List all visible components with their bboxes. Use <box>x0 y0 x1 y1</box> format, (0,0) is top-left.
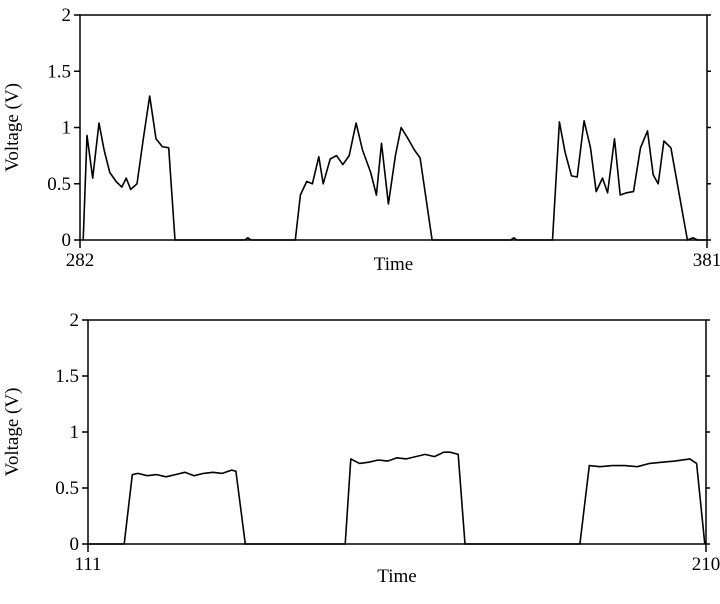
x-axis-label: Time <box>377 566 416 587</box>
y-tick-label: 2 <box>70 310 80 331</box>
y-axis-label: Voltage (V) <box>2 388 23 477</box>
y-axis-label: Voltage (V) <box>2 83 23 172</box>
x-tick-label: 210 <box>692 554 720 575</box>
y-tick-label: 0 <box>70 534 80 555</box>
y-tick-label: 1.5 <box>55 366 79 387</box>
y-tick-label: 0 <box>62 230 72 251</box>
x-axis-label: Time <box>374 254 413 275</box>
y-tick-label: 0.5 <box>55 478 79 499</box>
plot-frame <box>87 319 707 545</box>
y-tick-label: 2 <box>62 5 72 26</box>
x-tick-label: 282 <box>66 250 95 271</box>
y-tick-label: 1 <box>70 422 80 443</box>
plot-frame <box>79 14 708 241</box>
data-line <box>82 95 707 241</box>
x-tick-label: 111 <box>74 554 101 575</box>
y-tick-label: 1.5 <box>47 61 71 82</box>
data-line <box>88 451 706 545</box>
y-tick-label: 1 <box>62 118 72 139</box>
x-tick-label: 381 <box>693 250 720 271</box>
y-tick-label: 0.5 <box>47 174 71 195</box>
